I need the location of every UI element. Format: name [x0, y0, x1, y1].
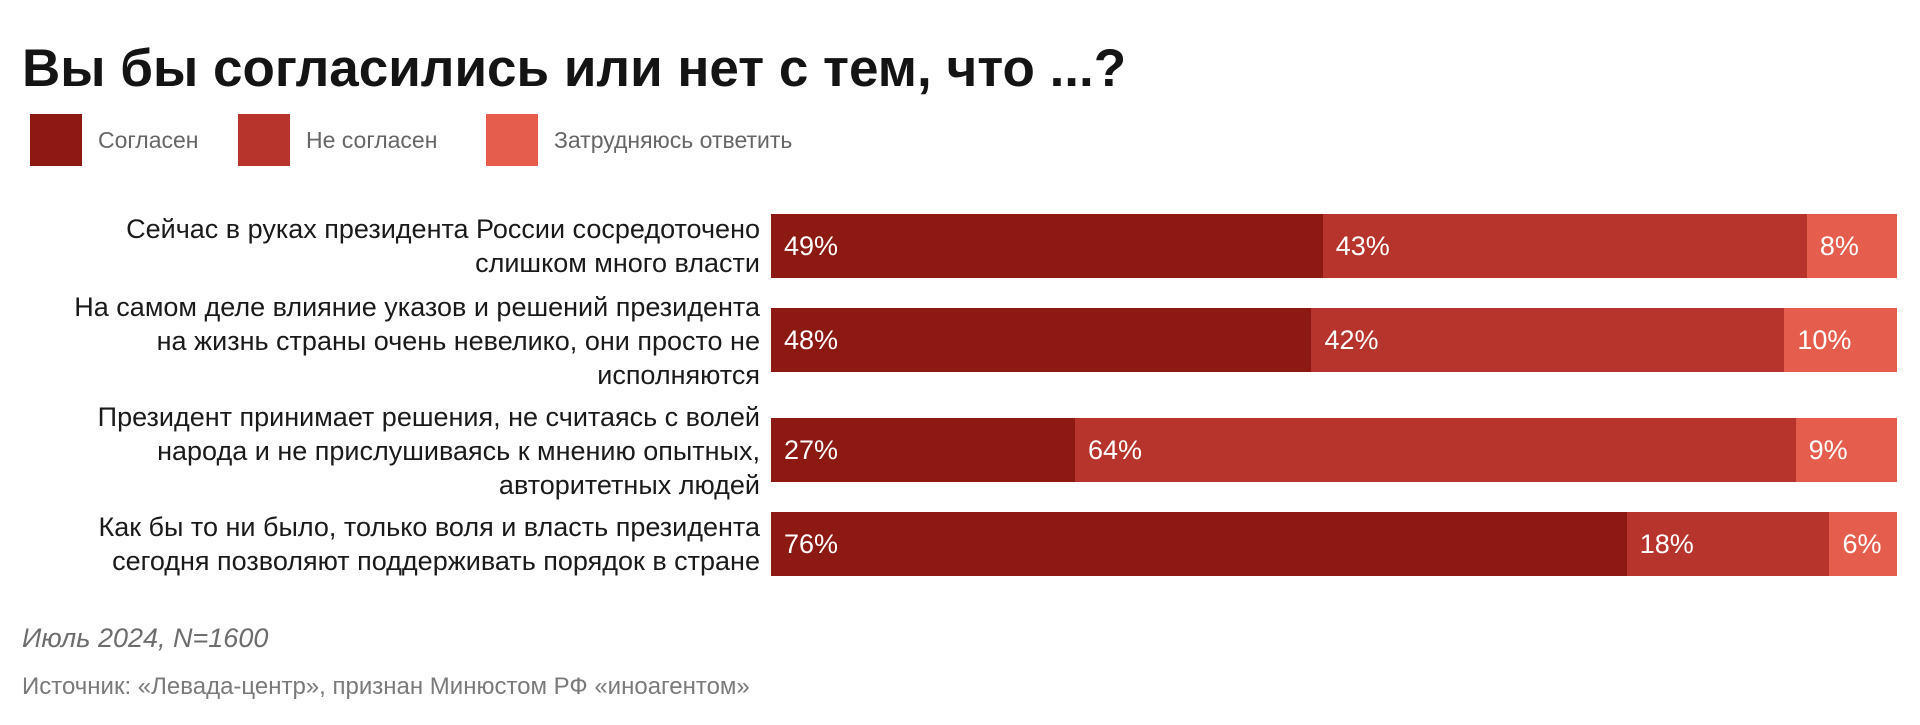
data-label: 76%: [784, 529, 839, 559]
bar-segment-disagree: [1075, 418, 1796, 482]
legend-swatch-undecided: [486, 114, 538, 166]
legend-label-disagree: Не согласен: [306, 127, 438, 153]
source-note: Источник: «Левада-центр», признан Минюст…: [22, 673, 750, 700]
data-label: 9%: [1808, 435, 1848, 465]
bar-segment-disagree: [1322, 214, 1807, 278]
bar-segment-undecided: [1795, 418, 1897, 482]
bar-segment-disagree: [1626, 512, 1830, 576]
chart-title: Вы бы согласились или нет с тем, что ...…: [22, 39, 1127, 98]
legend-label-undecided: Затрудняюсь ответить: [554, 127, 793, 153]
data-label: 8%: [1819, 231, 1859, 261]
data-label: 27%: [784, 435, 839, 465]
category-label: Президент принимает решения, не считаясь…: [97, 402, 760, 500]
stacked-bar-chart: Сейчас в руках президента России сосредо…: [74, 214, 1897, 576]
data-label: 6%: [1842, 529, 1882, 559]
data-label: 64%: [1088, 435, 1143, 465]
bar-segment-undecided: [1806, 214, 1897, 278]
data-label: 43%: [1335, 231, 1390, 261]
bar-segment-undecided: [1784, 308, 1897, 372]
category-label: На самом деле влияние указов и решений п…: [74, 292, 760, 390]
data-label: 42%: [1324, 325, 1379, 355]
bar-segment-agree: [771, 512, 1627, 576]
bar-segment-disagree: [1311, 308, 1785, 372]
data-label: 10%: [1797, 325, 1852, 355]
category-label: Сейчас в руках президента России сосредо…: [126, 214, 760, 278]
legend-swatch-agree: [30, 114, 82, 166]
bar-segment-agree: [771, 308, 1312, 372]
survey-date: Июль 2024, N=1600: [22, 623, 269, 653]
bar-segment-undecided: [1829, 512, 1897, 576]
data-label: 48%: [784, 325, 839, 355]
legend-swatch-disagree: [238, 114, 290, 166]
data-label: 18%: [1639, 529, 1694, 559]
category-label: Как бы то ни было, только воля и власть …: [98, 512, 760, 576]
bar-segment-agree: [771, 418, 1076, 482]
data-label: 49%: [784, 231, 839, 261]
legend-label-agree: Согласен: [98, 127, 199, 153]
bar-segment-agree: [771, 214, 1323, 278]
